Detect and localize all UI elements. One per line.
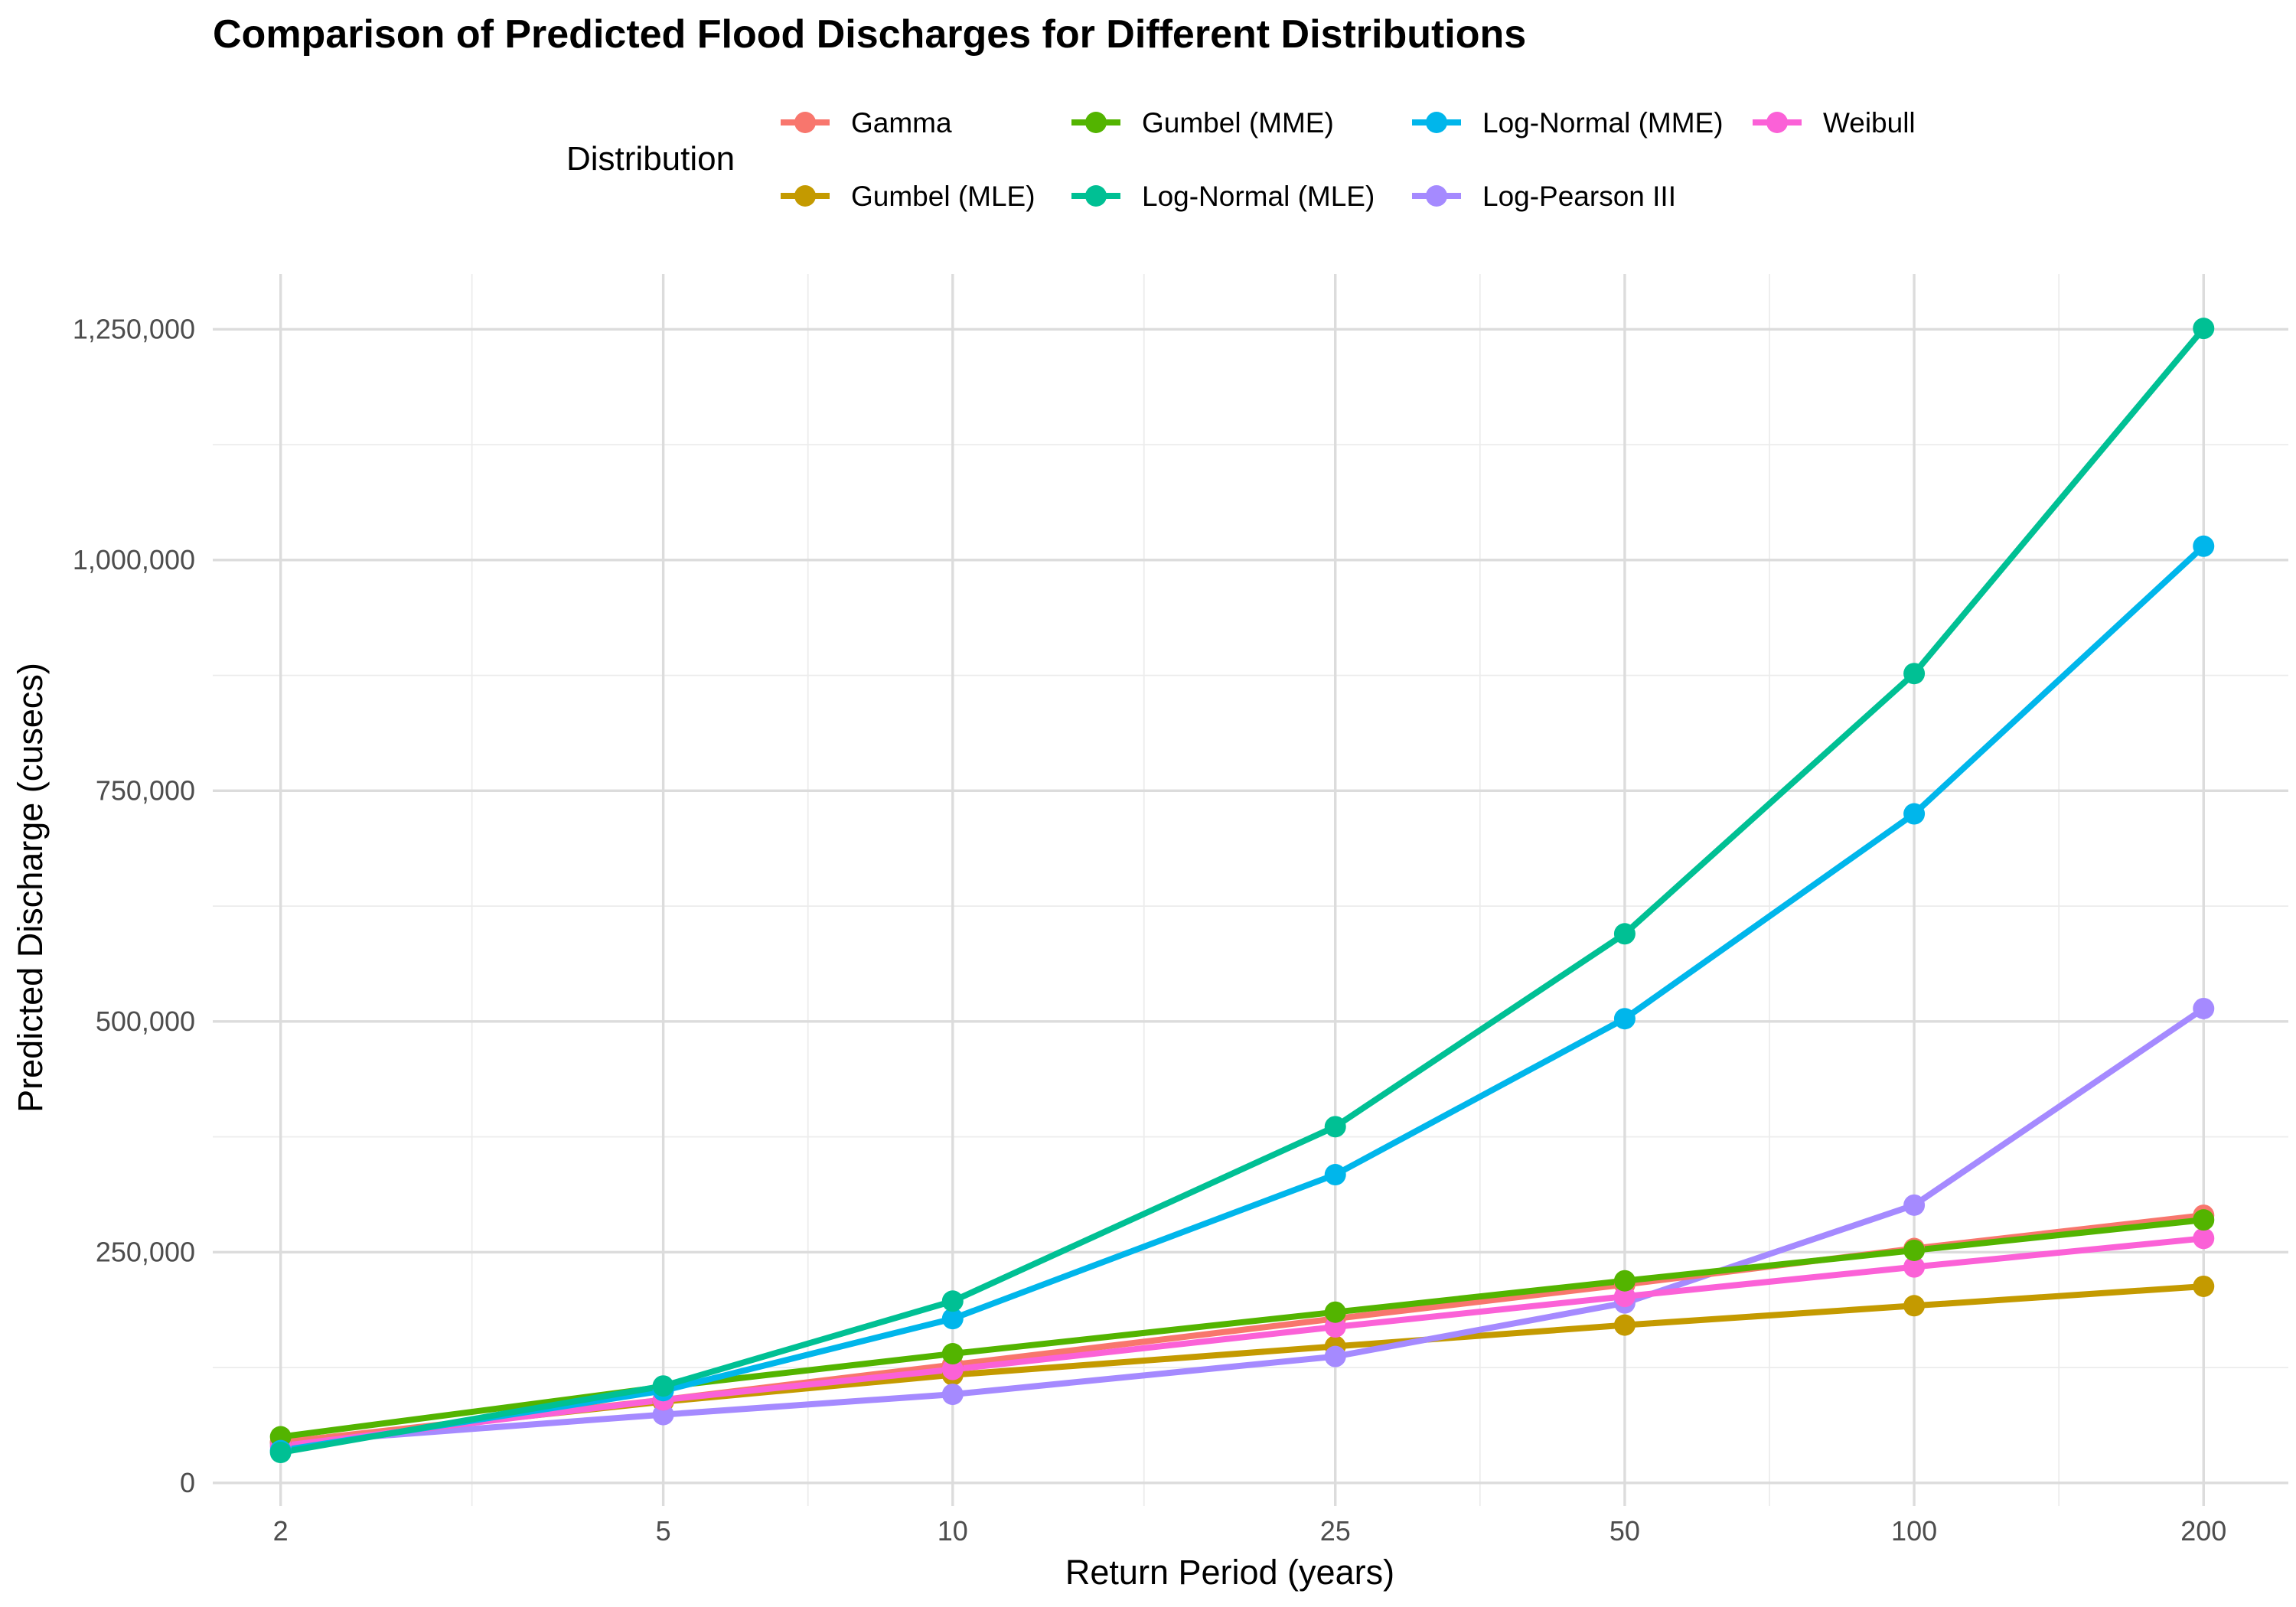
- data-point-log-pearson-iii: [2193, 998, 2214, 1019]
- legend-label: Log-Normal (MME): [1482, 107, 1724, 139]
- legend-item-gamma: Gamma: [781, 107, 952, 139]
- data-point-log-normal-mle: [1325, 1116, 1346, 1137]
- legend-key-point: [1426, 185, 1447, 207]
- legend-label: Gumbel (MLE): [851, 181, 1035, 212]
- legend-label: Log-Pearson III: [1482, 181, 1676, 212]
- data-point-gumbel-mle: [1903, 1295, 1925, 1316]
- legend-label: Gamma: [851, 107, 952, 139]
- legend-key-point: [794, 185, 816, 207]
- data-point-log-normal-mle: [270, 1442, 292, 1463]
- legend-item-weibull: Weibull: [1753, 107, 1916, 139]
- legend-key-point: [794, 112, 816, 133]
- plot-area: [213, 274, 2288, 1506]
- x-tick-label: 25: [1320, 1515, 1351, 1547]
- x-axis-title: Return Period (years): [1065, 1553, 1394, 1592]
- data-point-log-normal-mme: [1325, 1164, 1346, 1185]
- data-point-log-normal-mme: [1903, 804, 1925, 825]
- legend-key-point: [1766, 112, 1788, 133]
- y-axis-title: Predicted Discharge (cusecs): [11, 663, 50, 1113]
- legend-key-point: [1085, 112, 1107, 133]
- legend-key-point: [1085, 185, 1107, 207]
- legend-key-point: [1426, 112, 1447, 133]
- data-point-gumbel-mle: [2193, 1276, 2214, 1297]
- legend-label: Weibull: [1823, 107, 1916, 139]
- y-tick-label: 0: [180, 1467, 195, 1498]
- data-point-gumbel-mle: [1614, 1315, 1636, 1336]
- legend-label: Log-Normal (MLE): [1142, 181, 1375, 212]
- legend-item-log-normal-mme: Log-Normal (MME): [1412, 107, 1724, 139]
- data-point-gumbel-mme: [1903, 1240, 1925, 1261]
- y-tick-label: 250,000: [96, 1236, 195, 1267]
- y-tick-label: 1,000,000: [73, 544, 195, 575]
- data-point-log-normal-mle: [1903, 663, 1925, 684]
- y-tick-label: 1,250,000: [73, 313, 195, 344]
- data-point-gumbel-mme: [1614, 1270, 1636, 1292]
- data-point-log-normal-mle: [942, 1290, 964, 1312]
- data-point-gumbel-mme: [1325, 1302, 1346, 1323]
- data-point-gumbel-mme: [942, 1343, 964, 1364]
- legend-label: Gumbel (MME): [1142, 107, 1334, 139]
- x-tick-label: 2: [273, 1515, 289, 1547]
- data-point-log-normal-mle: [1614, 923, 1636, 944]
- x-tick-label: 100: [1891, 1515, 1937, 1547]
- x-tick-label: 200: [2180, 1515, 2226, 1547]
- legend: Distribution Gamma Gumbel (MLE) Gumbel (MM…: [566, 107, 1916, 212]
- x-tick-label: 10: [938, 1515, 968, 1547]
- data-point-log-normal-mme: [1614, 1008, 1636, 1029]
- legend-item-gumbel-mle: Gumbel (MLE): [781, 181, 1035, 212]
- data-point-gumbel-mme: [2193, 1209, 2214, 1231]
- data-point-log-pearson-iii: [1903, 1195, 1925, 1216]
- data-point-log-normal-mle: [2193, 318, 2214, 339]
- data-point-log-normal-mme: [2193, 536, 2214, 557]
- data-point-log-normal-mle: [653, 1375, 674, 1397]
- x-tick-label: 50: [1609, 1515, 1640, 1547]
- data-point-log-pearson-iii: [942, 1384, 964, 1405]
- legend-item-log-pearson-iii: Log-Pearson III: [1412, 181, 1676, 212]
- legend-item-gumbel-mme: Gumbel (MME): [1071, 107, 1334, 139]
- y-tick-label: 500,000: [96, 1006, 195, 1037]
- data-point-log-pearson-iii: [1325, 1346, 1346, 1367]
- y-tick-label: 750,000: [96, 774, 195, 806]
- legend-item-log-normal-mle: Log-Normal (MLE): [1071, 181, 1375, 212]
- x-tick-label: 5: [656, 1515, 671, 1547]
- legend-title: Distribution: [566, 140, 735, 178]
- chart-title: Comparison of Predicted Flood Discharges…: [213, 12, 1526, 57]
- data-point-weibull: [2193, 1227, 2214, 1249]
